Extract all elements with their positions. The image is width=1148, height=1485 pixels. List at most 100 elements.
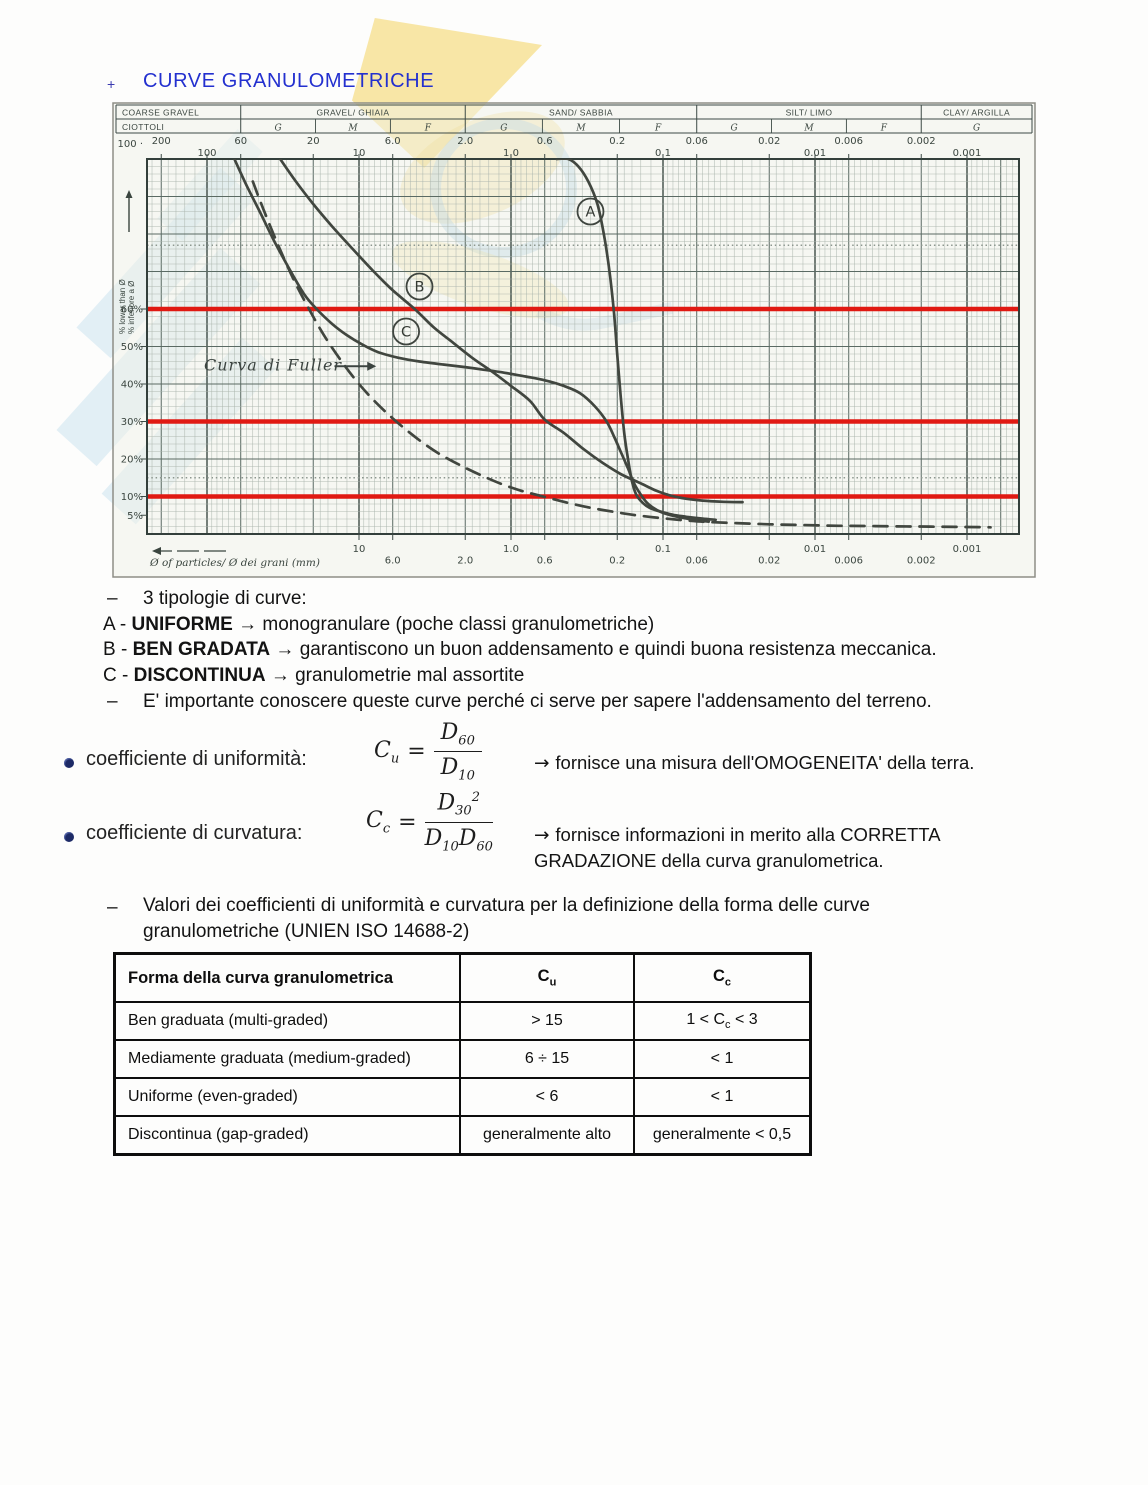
table-cell: 6 ÷ 15 bbox=[459, 1039, 635, 1079]
x-axis-tick-label: 0.1 bbox=[655, 544, 671, 555]
term-subscript: 30 bbox=[455, 803, 472, 819]
subclass-label: F bbox=[654, 124, 662, 134]
curve-label-circle bbox=[576, 197, 605, 226]
table-cell: Mediamente graduata (medium-graded) bbox=[113, 1039, 461, 1079]
note-line: C - DISCONTINUA → granulometrie mal asso… bbox=[103, 665, 524, 687]
page-title: CURVE GRANULOMETRICHE bbox=[143, 70, 435, 92]
table-cell: < 1 bbox=[633, 1077, 812, 1117]
symbol-subscript: c bbox=[382, 821, 391, 837]
subclass-label: G bbox=[275, 124, 282, 134]
curve-c bbox=[233, 159, 711, 523]
table-row: Uniforme (even-graded) < 6 < 1 bbox=[113, 1077, 812, 1117]
x-axis-tick-label: 1.0 bbox=[503, 148, 519, 159]
cell-subscript: c bbox=[724, 976, 732, 989]
coefficient-formula: Cc = D302 D10D60 bbox=[366, 790, 493, 854]
table-cell: 1 < Cc < 3 bbox=[633, 1001, 812, 1041]
x-axis-tick-label: 0.006 bbox=[834, 136, 863, 147]
x-axis-tick-label: 0.002 bbox=[907, 556, 936, 567]
note-text: E' importante conoscere queste curve per… bbox=[143, 691, 932, 712]
curve-label-circle bbox=[392, 317, 420, 346]
dash-bullet: – bbox=[107, 588, 118, 609]
soil-class-label: CLAY/ ARGILLA bbox=[943, 108, 1010, 118]
note-term: DISCONTINUA bbox=[133, 665, 266, 686]
right-arrow-icon: → bbox=[534, 825, 556, 846]
table-cell: generalmente alto bbox=[459, 1115, 635, 1156]
coefficient-symbol: Cc bbox=[366, 807, 391, 837]
coefficient-symbol: Cu bbox=[374, 737, 400, 767]
y-axis-arrow-head bbox=[125, 190, 133, 198]
table-header-cell: Forma della curva granulometrica bbox=[113, 952, 461, 1003]
note-text: A - bbox=[103, 614, 132, 635]
x-axis-tick-label: 0.1 bbox=[655, 148, 671, 159]
y-axis-title: % inferiore a Ø bbox=[127, 281, 136, 334]
subclass-label: G bbox=[500, 124, 507, 134]
x-axis-tick-label: 0.2 bbox=[609, 136, 625, 147]
fraction-denominator: D10 bbox=[440, 755, 475, 784]
x-axis-tick-label: 0.2 bbox=[609, 556, 625, 567]
title-bar: + CURVE GRANULOMETRICHE bbox=[0, 70, 1148, 100]
table-cell: < 6 bbox=[459, 1077, 635, 1117]
dash-bullet: – bbox=[107, 897, 118, 918]
soil-class-label: SILT/ LIMO bbox=[786, 108, 833, 118]
soil-class-label: SAND/ SABBIA bbox=[549, 108, 613, 118]
x-axis-tick-label: 0.06 bbox=[686, 136, 708, 147]
right-arrow-icon: → bbox=[534, 753, 556, 774]
x-axis-tick-label: 0.001 bbox=[953, 544, 982, 555]
table-cell: generalmente < 0,5 bbox=[633, 1115, 812, 1156]
x-axis-tick-label: 10 bbox=[353, 148, 366, 159]
coefficient-label: coefficiente di uniformità: bbox=[86, 748, 307, 770]
table-header-row: Forma della curva granulometrica Cu Cc bbox=[113, 952, 812, 1003]
note-text: → granulometrie mal assortite bbox=[265, 665, 525, 686]
x-axis-tick-label: 200 bbox=[152, 136, 171, 147]
dash-bullet: – bbox=[107, 691, 118, 712]
subclass-label: F bbox=[880, 124, 888, 134]
term-subscript: 10 bbox=[442, 839, 459, 855]
y-axis-tick-label: 50% bbox=[121, 342, 143, 353]
term-subscript: 60 bbox=[458, 733, 475, 749]
x-axis-tick-label: 2.0 bbox=[457, 556, 473, 567]
note-text: C - bbox=[103, 665, 134, 686]
x-axis-tick-label: 0.02 bbox=[758, 556, 780, 567]
table-cell: Discontinua (gap-graded) bbox=[113, 1115, 461, 1156]
table-row: Mediamente graduata (medium-graded) 6 ÷ 1… bbox=[113, 1039, 812, 1079]
coefficient-description: → fornisce una misura dell'OMOGENEITA' d… bbox=[534, 752, 975, 774]
x-axis-tick-label: 0.006 bbox=[834, 556, 863, 567]
equals-sign: = bbox=[398, 809, 417, 835]
y-axis-title: % lower than Ø bbox=[118, 279, 127, 334]
note-text: B - bbox=[103, 639, 133, 660]
plus-bullet: + bbox=[107, 76, 116, 92]
table-cell: Ben graduata (multi-graded) bbox=[113, 1001, 461, 1041]
term-subscript: 10 bbox=[458, 768, 475, 784]
soil-class-label-it: CIOTTOLI bbox=[122, 122, 164, 132]
subclass-label: M bbox=[347, 124, 358, 134]
valori-note-line1: Valori dei coefficienti di uniformità e … bbox=[143, 895, 870, 916]
y-axis-tick-label: 10% bbox=[121, 492, 143, 503]
x-axis-tick-label: 2.0 bbox=[457, 136, 473, 147]
curve-curva-di-fuller bbox=[251, 180, 992, 529]
fraction: D60 D10 bbox=[433, 720, 482, 784]
note-text: → garantiscono un buon addensamento e qu… bbox=[270, 639, 937, 660]
curve-b bbox=[278, 159, 744, 504]
y-axis-tick-label: 40% bbox=[121, 380, 143, 391]
table-cell: > 15 bbox=[459, 1001, 635, 1041]
curve-label-letter: A bbox=[586, 205, 596, 221]
x-axis-tick-label: 20 bbox=[307, 136, 320, 147]
x-axis-arrow-head bbox=[152, 547, 161, 555]
bullet-icon bbox=[64, 832, 74, 842]
table-head: Forma della curva granulometrica Cu Cc bbox=[113, 952, 812, 1003]
x-axis-tick-label: 6.0 bbox=[385, 556, 401, 567]
x-axis-tick-label: 0.01 bbox=[804, 544, 826, 555]
table-header-cell: Cu bbox=[459, 952, 635, 1003]
y-axis-tick-label: 20% bbox=[121, 455, 143, 466]
x-axis-tick-label: 0.02 bbox=[758, 136, 780, 147]
x-axis-tick-label: 0.6 bbox=[537, 556, 553, 567]
y-axis-tick-label: 30% bbox=[121, 417, 143, 428]
subclass-label: F bbox=[424, 124, 432, 134]
bullet-icon bbox=[64, 758, 74, 768]
coefficient-label: coefficiente di curvatura: bbox=[86, 822, 303, 844]
note-line: 3 tipologie di curve: bbox=[143, 588, 307, 610]
note-line: E' importante conoscere queste curve per… bbox=[143, 691, 932, 713]
valori-note-line2: granulometriche (UNIEN ISO 14688-2) bbox=[143, 921, 470, 942]
x-axis-tick-label: 1.0 bbox=[503, 544, 519, 555]
